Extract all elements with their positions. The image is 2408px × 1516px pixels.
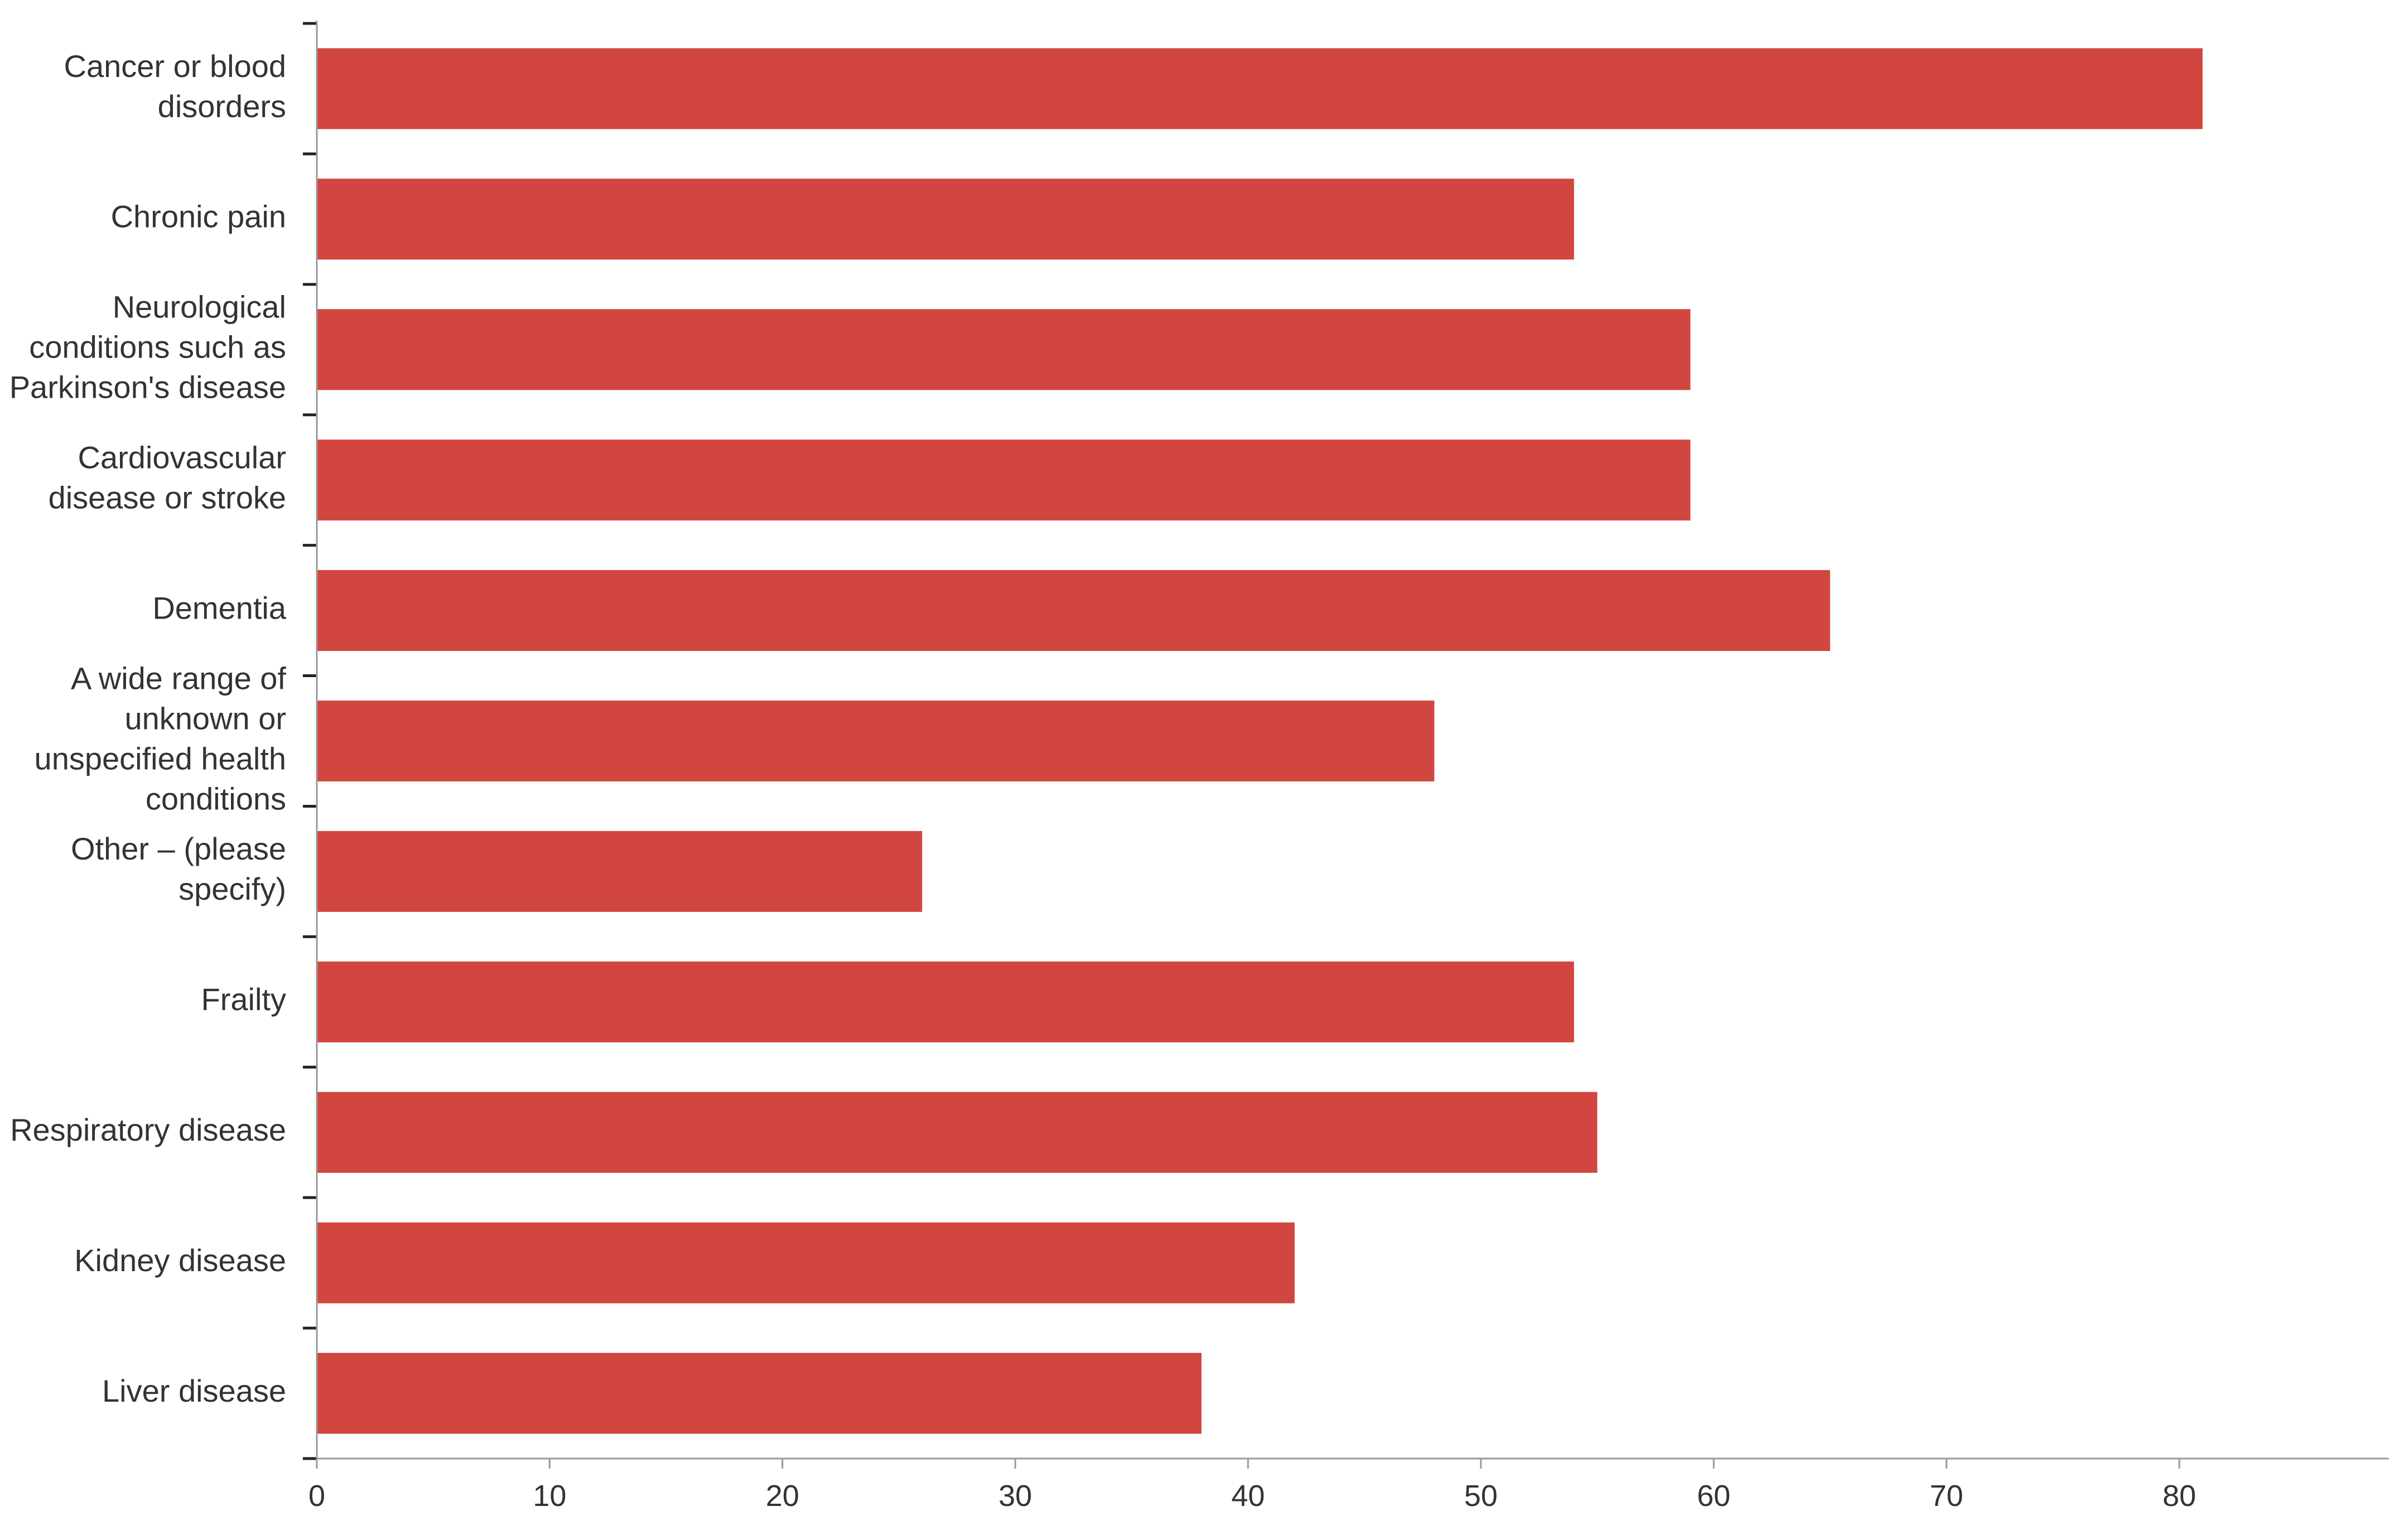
x-tick-label: 10 bbox=[533, 1479, 566, 1513]
x-tick-label: 40 bbox=[1231, 1479, 1265, 1513]
bar bbox=[317, 1092, 1598, 1173]
category-label: Kidney disease bbox=[74, 1243, 286, 1278]
bar bbox=[317, 178, 1574, 260]
category-label: Liver disease bbox=[102, 1373, 286, 1408]
bar bbox=[317, 309, 1691, 390]
x-tick-label: 80 bbox=[2163, 1479, 2196, 1513]
category-label: Chronic pain bbox=[111, 199, 286, 234]
category-label: Cancer or blood disorders bbox=[64, 49, 286, 124]
bar bbox=[317, 570, 1830, 651]
bars-group bbox=[317, 48, 2203, 1434]
bar bbox=[317, 440, 1691, 521]
x-tick-label: 0 bbox=[308, 1479, 325, 1513]
category-label: Frailty bbox=[201, 982, 286, 1017]
category-label: Cardiovascular disease or stroke bbox=[49, 440, 286, 515]
x-tick-label: 30 bbox=[998, 1479, 1032, 1513]
bar bbox=[317, 831, 923, 912]
category-label: Dementia bbox=[152, 590, 287, 625]
bar bbox=[317, 1222, 1295, 1303]
category-labels: Cancer or blood disorders Chronic pain Neur… bbox=[9, 49, 287, 1408]
x-tick-label: 50 bbox=[1464, 1479, 1498, 1513]
x-tick-label: 70 bbox=[1930, 1479, 1963, 1513]
category-label: A wide range of unknown or unspecified hea… bbox=[35, 660, 287, 816]
bar bbox=[317, 701, 1435, 781]
x-tick-label: 60 bbox=[1697, 1479, 1730, 1513]
category-label: Respiratory disease bbox=[10, 1112, 286, 1147]
category-label: Neurological conditions such as Parkinson'… bbox=[9, 289, 286, 405]
bar bbox=[317, 961, 1574, 1042]
bar bbox=[317, 1353, 1202, 1434]
x-tick-label: 20 bbox=[766, 1479, 799, 1513]
x-axis-ticks: 0 10 20 30 40 50 60 70 80 bbox=[308, 1459, 2196, 1513]
y-axis-ticks bbox=[303, 22, 317, 1460]
bar bbox=[317, 48, 2203, 129]
category-label: Other – (please specify) bbox=[71, 831, 286, 906]
